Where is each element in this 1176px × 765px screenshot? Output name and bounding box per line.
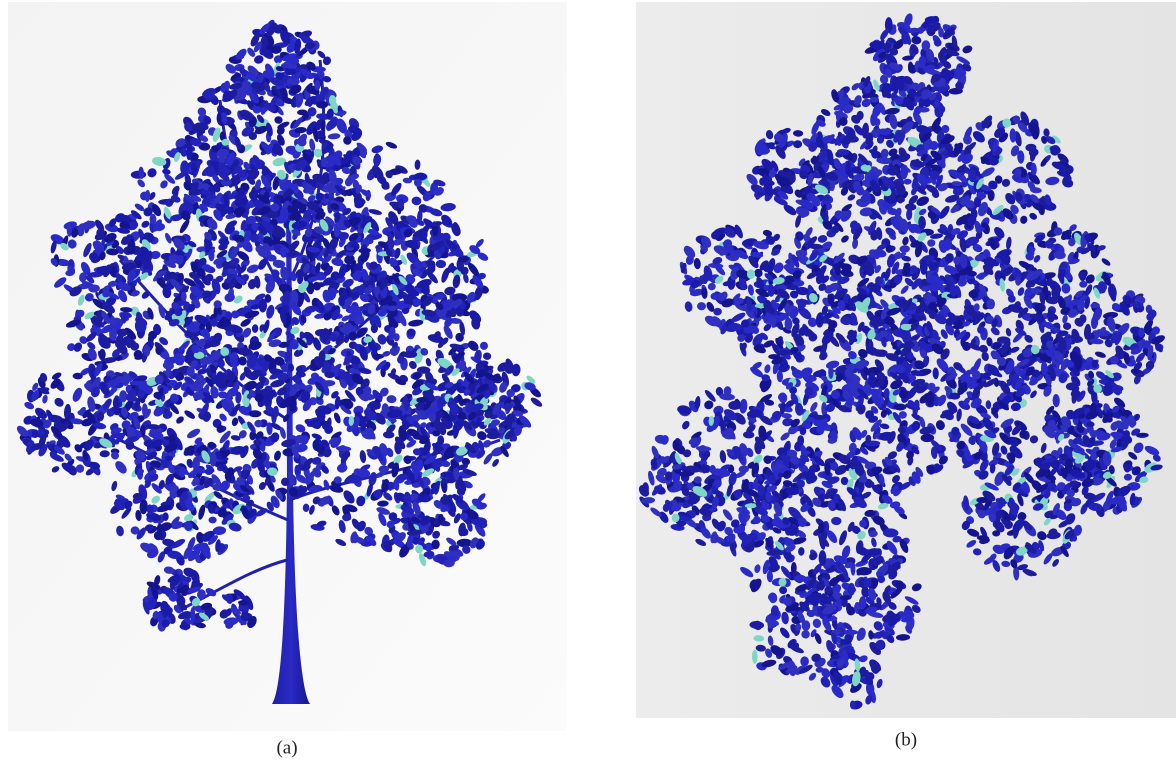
leaf	[403, 351, 417, 358]
leaf	[368, 401, 380, 410]
leaf	[170, 580, 176, 590]
leaf	[416, 397, 428, 403]
leaf	[928, 283, 940, 291]
leaf	[986, 299, 995, 310]
leaf	[920, 259, 928, 275]
page: (a) (b) (() => { const data = JSON.parse…	[0, 0, 1176, 765]
leaf	[1020, 177, 1029, 183]
leaf	[922, 40, 931, 51]
figure: (a) (b)	[0, 0, 1176, 765]
leaf	[887, 167, 899, 176]
leaf	[1031, 124, 1039, 140]
